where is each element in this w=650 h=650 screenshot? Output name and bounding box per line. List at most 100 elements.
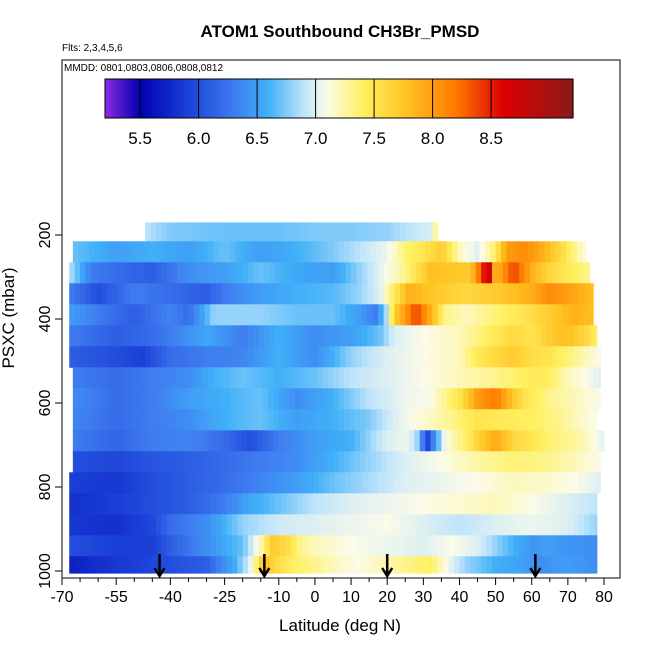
heatmap-cell [183,472,190,494]
heatmap-cell [329,283,336,305]
heatmap-cell [237,283,244,305]
colorbar-segment [529,79,533,118]
heatmap-cell [446,409,453,431]
heatmap-cell [351,325,358,347]
heatmap-cell [105,451,112,473]
heatmap-cell [101,283,108,305]
heatmap-cell [89,409,96,431]
heatmap-cell [473,430,480,452]
heatmap-cell [78,409,85,431]
heatmap-cell [181,241,188,263]
heatmap-cell [443,556,450,574]
heatmap-cell [576,367,583,389]
heatmap-cell [316,241,323,263]
colorbar-segment [189,79,194,118]
heatmap-cell [414,241,421,263]
colorbar-segment [540,79,545,118]
colorbar-segment [485,79,489,118]
heatmap-cell [389,262,396,284]
heatmap-cell [459,346,466,368]
heatmap-cell [403,430,410,452]
heatmap-cell [508,472,515,494]
heatmap-cell [145,472,152,494]
heatmap-cell [361,283,368,305]
heatmap-cell [387,388,394,410]
heatmap-cell [132,430,139,452]
heatmap-cell [557,472,564,494]
heatmap-cell [334,472,341,494]
heatmap-cell [403,241,410,263]
heatmap-cell [334,514,341,536]
heatmap-cell [240,388,247,410]
heatmap-cell [372,556,379,574]
heatmap-cell [452,388,459,410]
heatmap-cell [528,430,535,452]
heatmap-cell [437,535,444,557]
heatmap-cell [318,262,325,284]
heatmap-cell [253,283,260,305]
heatmap-cell [90,325,97,347]
heatmap-cell [529,283,536,305]
heatmap-cell [443,283,450,305]
heatmap-cell [361,535,368,557]
heatmap-cell [143,367,150,389]
colorbar-segment [558,79,562,118]
heatmap-cell [419,241,426,263]
heatmap-cell [481,514,488,536]
heatmap-cell [549,241,556,263]
heatmap-cell [594,535,598,557]
heatmap-cell [356,222,363,242]
heatmap-cell [334,304,341,326]
heatmap-cell [226,472,233,494]
colorbar-segment [257,79,261,118]
colorbar-segment [523,79,527,118]
heatmap-cell [329,472,336,494]
heatmap-cell [349,241,356,263]
heatmap-cell [394,493,401,515]
heatmap-cell [83,241,90,263]
heatmap-cell [208,367,215,389]
heatmap-cell [399,346,406,368]
heatmap-cell [257,430,264,452]
heatmap-cell [327,451,334,473]
heatmap-cell [540,514,547,536]
heatmap-cell [240,409,247,431]
heatmap-cell [405,556,412,574]
heatmap-cell [528,451,535,473]
heatmap-cell [454,472,461,494]
x-tick-label: 30 [414,589,432,606]
heatmap-cell [367,514,374,536]
heatmap-cell [112,493,119,515]
heatmap-cell [230,388,237,410]
heatmap-cell [210,283,217,305]
heatmap-cell [177,222,184,242]
heatmap-cell [473,367,480,389]
heatmap-cell [90,472,97,494]
heatmap-cell [468,388,475,410]
colorbar-segment [201,79,206,118]
heatmap-cell [275,472,282,494]
heatmap-cell [161,493,168,515]
heatmap-cell [296,556,303,574]
heatmap-cell [421,346,428,368]
heatmap-cell [448,325,455,347]
heatmap-cell [118,346,125,368]
heatmap-cell [351,556,358,574]
heatmap-cell [226,493,233,515]
heatmap-cell [295,451,302,473]
heatmap-cell [80,304,87,326]
heatmap-cell [535,325,542,347]
heatmap-cell [513,346,520,368]
heatmap-cell [72,388,79,410]
heatmap-cell [502,304,509,326]
colorbar-tick-label: 7.0 [304,129,328,148]
heatmap-cell [389,514,396,536]
heatmap-cell [452,241,459,263]
colorbar-segment [166,79,170,118]
heatmap-cell [475,535,482,557]
colorbar-segment [324,79,328,118]
heatmap-cell [567,262,574,284]
heatmap-cell [560,241,567,263]
heatmap-cell [584,346,591,368]
heatmap-cell [300,430,307,452]
